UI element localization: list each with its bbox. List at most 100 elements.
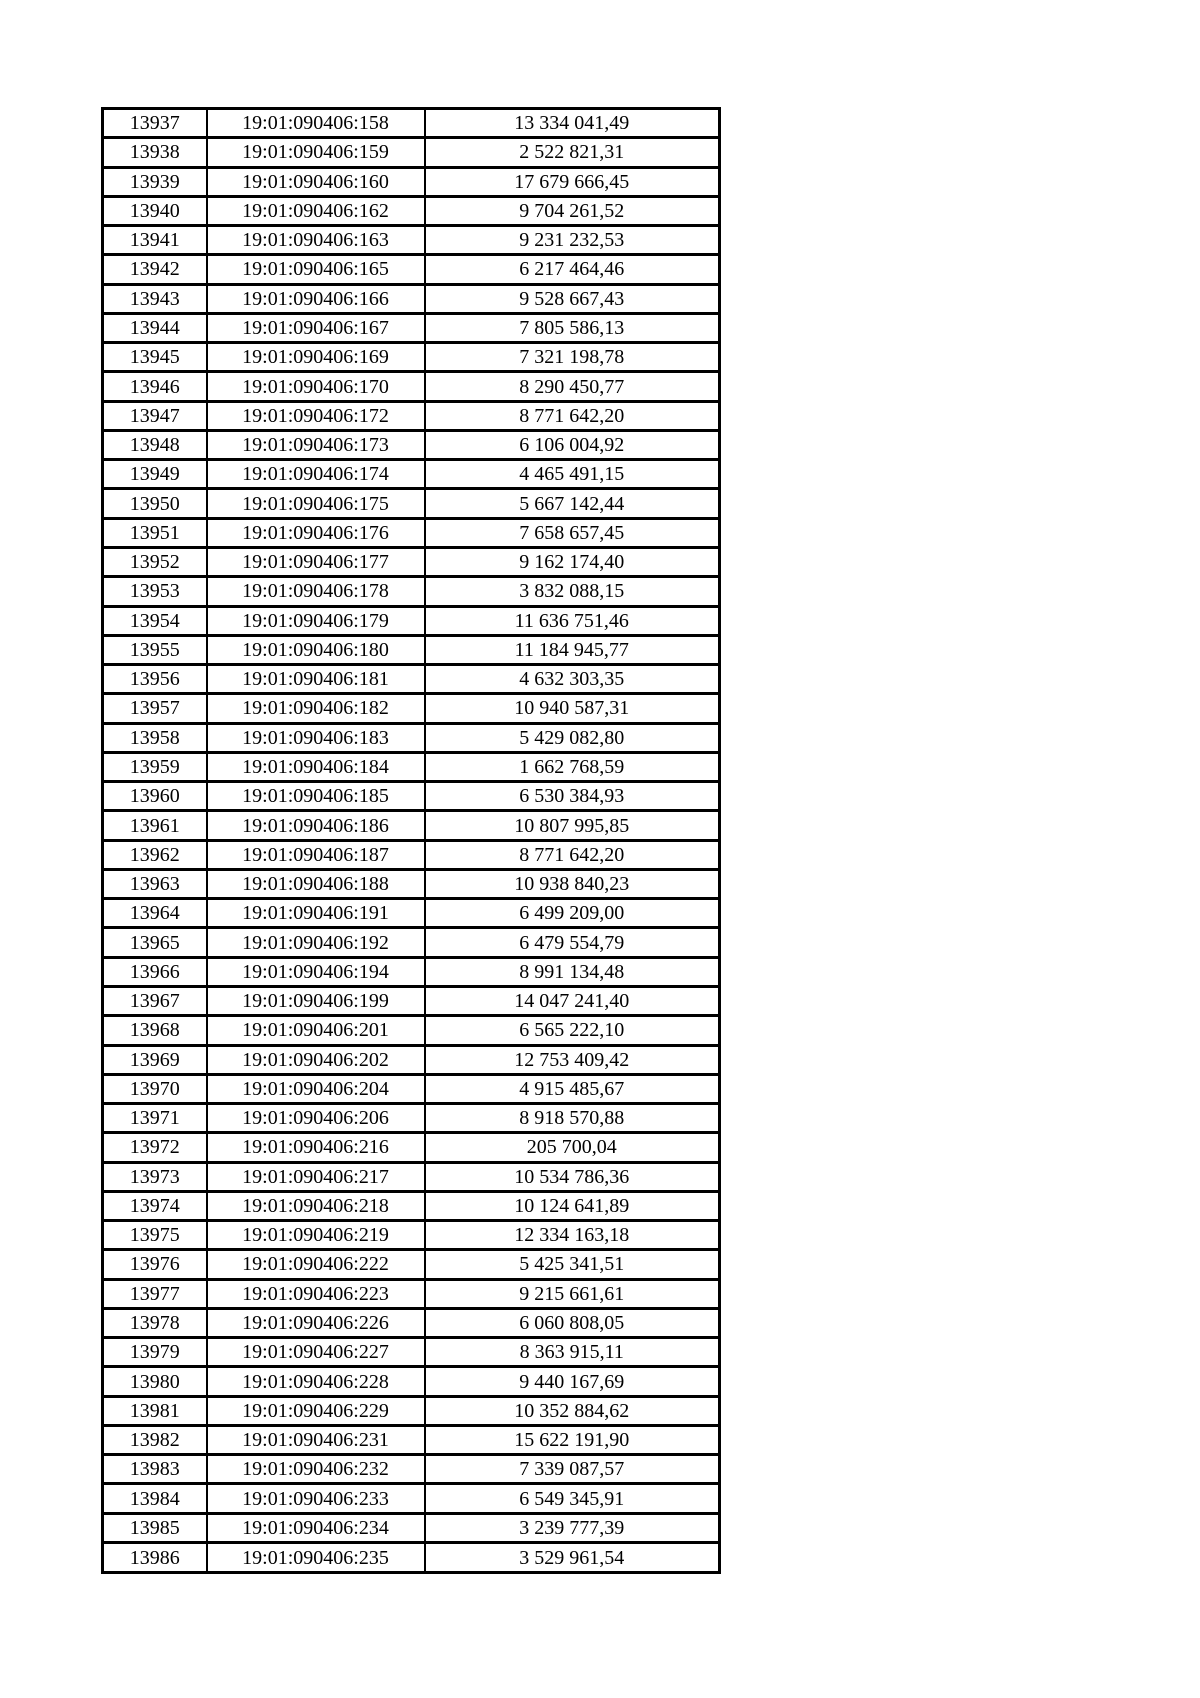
table-row: 13956 19:01:090406:181 4 632 303,35 [101, 663, 721, 696]
record-id-cell: 13951 [101, 516, 208, 549]
timestamp-cell: 19:01:090406:158 [205, 106, 426, 140]
amount-cell: 6 549 345,91 [423, 1482, 721, 1515]
table-row: 13966 19:01:090406:194 8 991 134,48 [101, 955, 721, 988]
timestamp-cell: 19:01:090406:232 [205, 1453, 426, 1486]
table-row: 13965 19:01:090406:192 6 479 554,79 [101, 926, 721, 959]
amount-cell: 3 832 088,15 [423, 575, 721, 608]
record-id-cell: 13950 [101, 487, 208, 520]
amount-cell: 8 363 915,11 [423, 1336, 721, 1369]
record-id-cell: 13948 [101, 428, 208, 462]
amount-cell: 7 339 087,57 [423, 1453, 721, 1486]
table-row: 13975 19:01:090406:219 12 334 163,18 [101, 1219, 721, 1252]
amount-cell: 13 334 041,49 [423, 106, 721, 140]
amount-cell: 8 991 134,48 [423, 955, 721, 988]
table-row: 13950 19:01:090406:175 5 667 142,44 [101, 487, 721, 520]
amount-cell: 7 805 586,13 [423, 311, 721, 345]
amount-cell: 17 679 666,45 [423, 165, 721, 198]
timestamp-cell: 19:01:090406:206 [205, 1102, 426, 1135]
timestamp-cell: 19:01:090406:178 [205, 575, 426, 608]
table-row: 13942 19:01:090406:165 6 217 464,46 [101, 253, 721, 286]
table-row: 13937 19:01:090406:158 13 334 041,49 [101, 106, 721, 140]
timestamp-cell: 19:01:090406:173 [205, 428, 426, 462]
timestamp-cell: 19:01:090406:227 [205, 1336, 426, 1369]
timestamp-cell: 19:01:090406:226 [205, 1306, 426, 1340]
amount-cell: 15 622 191,90 [423, 1423, 721, 1457]
table-row: 13972 19:01:090406:216 205 700,04 [101, 1131, 721, 1164]
amount-cell: 205 700,04 [423, 1131, 721, 1164]
record-id-cell: 13953 [101, 575, 208, 608]
amount-cell: 8 290 450,77 [423, 370, 721, 403]
amount-cell: 9 528 667,43 [423, 282, 721, 315]
table-row: 13973 19:01:090406:217 10 534 786,36 [101, 1160, 721, 1193]
table-row: 13981 19:01:090406:229 10 352 884,62 [101, 1394, 721, 1427]
record-id-cell: 13939 [101, 165, 208, 198]
table-row: 13955 19:01:090406:180 11 184 945,77 [101, 633, 721, 667]
table-row: 13954 19:01:090406:179 11 636 751,46 [101, 604, 721, 637]
timestamp-cell: 19:01:090406:188 [205, 867, 426, 901]
timestamp-cell: 19:01:090406:185 [205, 780, 426, 813]
amount-cell: 6 217 464,46 [423, 253, 721, 286]
timestamp-cell: 19:01:090406:181 [205, 663, 426, 696]
amount-cell: 7 321 198,78 [423, 341, 721, 374]
record-id-cell: 13956 [101, 663, 208, 696]
amount-cell: 3 239 777,39 [423, 1511, 721, 1545]
timestamp-cell: 19:01:090406:182 [205, 692, 426, 725]
record-id-cell: 13984 [101, 1482, 208, 1515]
record-id-cell: 13978 [101, 1306, 208, 1340]
table-row: 13946 19:01:090406:170 8 290 450,77 [101, 370, 721, 403]
table-row: 13967 19:01:090406:199 14 047 241,40 [101, 984, 721, 1018]
record-id-cell: 13941 [101, 224, 208, 257]
timestamp-cell: 19:01:090406:169 [205, 341, 426, 374]
amount-cell: 5 429 082,80 [423, 721, 721, 754]
amount-cell: 2 522 821,31 [423, 136, 721, 169]
amount-cell: 10 938 840,23 [423, 867, 721, 901]
record-id-cell: 13969 [101, 1043, 208, 1076]
amount-cell: 6 499 209,00 [423, 897, 721, 930]
amount-cell: 10 807 995,85 [423, 809, 721, 842]
timestamp-cell: 19:01:090406:172 [205, 399, 426, 432]
table-row: 13980 19:01:090406:228 9 440 167,69 [101, 1365, 721, 1398]
amount-cell: 10 124 641,89 [423, 1189, 721, 1223]
record-id-cell: 13972 [101, 1131, 208, 1164]
table-row: 13943 19:01:090406:166 9 528 667,43 [101, 282, 721, 315]
amount-cell: 1 662 768,59 [423, 750, 721, 784]
timestamp-cell: 19:01:090406:186 [205, 809, 426, 842]
record-id-cell: 13947 [101, 399, 208, 432]
table-row: 13964 19:01:090406:191 6 499 209,00 [101, 897, 721, 930]
timestamp-cell: 19:01:090406:204 [205, 1072, 426, 1106]
amount-cell: 14 047 241,40 [423, 984, 721, 1018]
record-id-cell: 13938 [101, 136, 208, 169]
record-id-cell: 13960 [101, 780, 208, 813]
record-id-cell: 13940 [101, 194, 208, 228]
timestamp-cell: 19:01:090406:183 [205, 721, 426, 754]
amount-cell: 6 060 808,05 [423, 1306, 721, 1340]
record-id-cell: 13964 [101, 897, 208, 930]
table-row: 13971 19:01:090406:206 8 918 570,88 [101, 1102, 721, 1135]
record-id-cell: 13981 [101, 1394, 208, 1427]
record-id-cell: 13980 [101, 1365, 208, 1398]
timestamp-cell: 19:01:090406:233 [205, 1482, 426, 1515]
record-id-cell: 13961 [101, 809, 208, 842]
record-id-cell: 13967 [101, 984, 208, 1018]
timestamp-cell: 19:01:090406:170 [205, 370, 426, 403]
amount-cell: 3 529 961,54 [423, 1541, 721, 1574]
data-table: 13937 19:01:090406:158 13 334 041,49 13938 1… [101, 106, 721, 1574]
table-row: 13941 19:01:090406:163 9 231 232,53 [101, 224, 721, 257]
amount-cell: 6 106 004,92 [423, 428, 721, 462]
record-id-cell: 13974 [101, 1189, 208, 1223]
record-id-cell: 13952 [101, 545, 208, 579]
amount-cell: 8 771 642,20 [423, 399, 721, 432]
timestamp-cell: 19:01:090406:222 [205, 1248, 426, 1281]
amount-cell: 5 667 142,44 [423, 487, 721, 520]
table-row: 13957 19:01:090406:182 10 940 587,31 [101, 692, 721, 725]
record-id-cell: 13955 [101, 633, 208, 667]
record-id-cell: 13985 [101, 1511, 208, 1545]
amount-cell: 4 632 303,35 [423, 663, 721, 696]
record-id-cell: 13962 [101, 838, 208, 871]
timestamp-cell: 19:01:090406:163 [205, 224, 426, 257]
table-row: 13984 19:01:090406:233 6 549 345,91 [101, 1482, 721, 1515]
amount-cell: 8 771 642,20 [423, 838, 721, 871]
amount-cell: 9 440 167,69 [423, 1365, 721, 1398]
record-id-cell: 13971 [101, 1102, 208, 1135]
